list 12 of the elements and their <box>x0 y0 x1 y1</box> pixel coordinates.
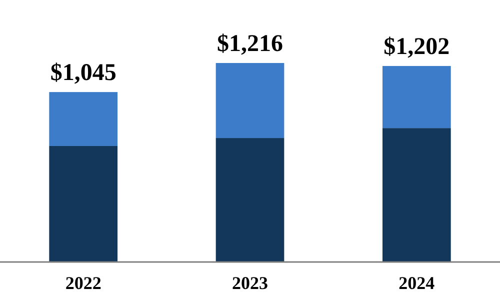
annotation: $1,216 <box>217 31 283 57</box>
bar <box>382 128 451 262</box>
bar <box>216 138 284 262</box>
x-tick-label: 2022 <box>65 272 102 293</box>
bar <box>49 92 118 146</box>
bar <box>382 66 451 128</box>
bar <box>216 63 284 138</box>
x-tick-label: 2024 <box>398 272 435 293</box>
bar <box>49 146 118 262</box>
annotation: $1,202 <box>384 34 450 60</box>
annotation: $1,045 <box>50 60 116 86</box>
x-tick-label: 2023 <box>232 272 268 293</box>
